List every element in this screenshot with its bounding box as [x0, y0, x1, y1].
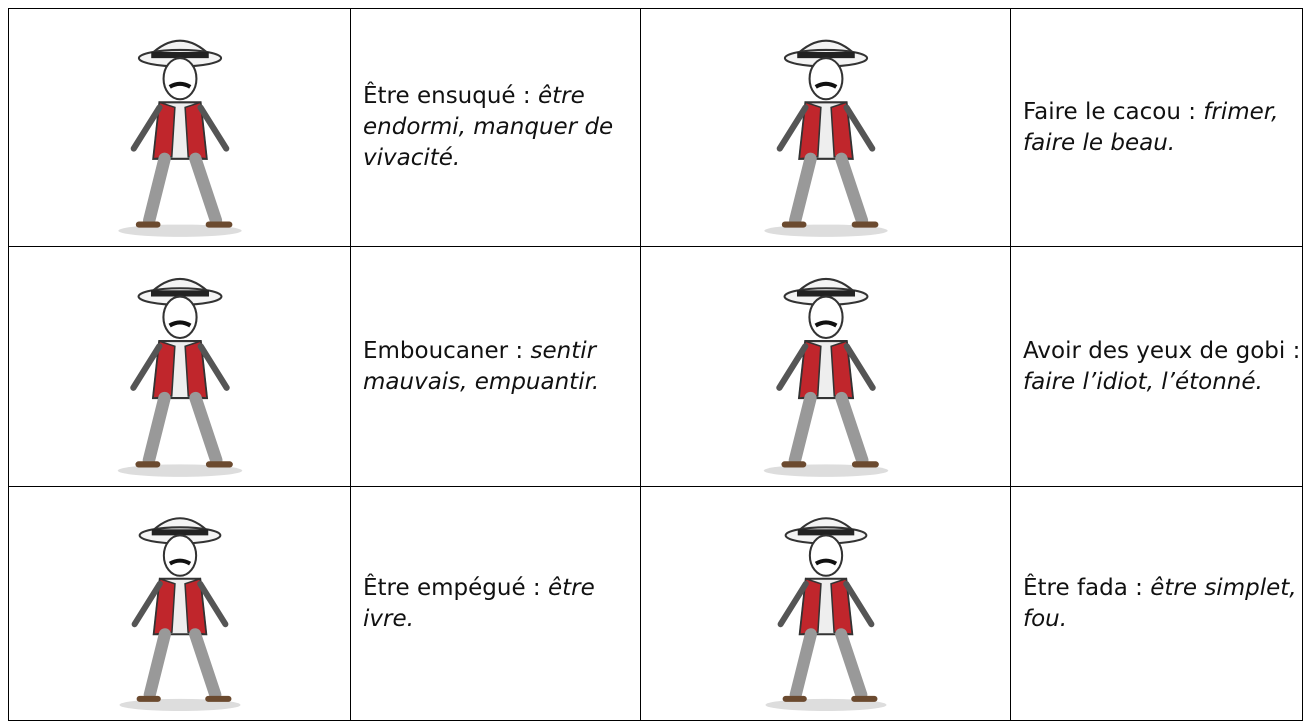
definition: être ivre. — [363, 574, 595, 632]
illustration — [721, 253, 931, 481]
text-cell: Être fada : être simplet, fou. — [1010, 486, 1303, 721]
text-cell: Avoir des yeux de gobi : faire l’idiot, … — [1010, 246, 1303, 487]
term: Faire le cacou : — [1023, 98, 1196, 125]
table-row: Être empégué : être ivre. Être fada : êtr… — [8, 486, 1303, 721]
text-cell: Faire le cacou : frimer, faire le beau. — [1010, 8, 1303, 247]
text-cell: Être empégué : être ivre. — [350, 486, 641, 721]
text-cell: Être ensuqué : être endormi, manquer de … — [350, 8, 641, 247]
illustration — [75, 253, 285, 481]
illustration-cell — [8, 8, 351, 247]
illustration — [75, 493, 285, 715]
definition: être endormi, manquer de vivacité. — [363, 83, 614, 171]
definition: être simplet, fou. — [1023, 574, 1297, 632]
illustration-cell — [640, 486, 1011, 721]
table-row: Emboucaner : sentir mauvais, empuantir. A… — [8, 246, 1303, 487]
term: Avoir des yeux de gobi : — [1023, 337, 1301, 364]
definition: frimer, faire le beau. — [1023, 98, 1279, 156]
term: Emboucaner : — [363, 337, 524, 364]
illustration — [75, 15, 285, 241]
illustration — [721, 15, 931, 241]
definition: faire l’idiot, l’étonné. — [1023, 368, 1263, 395]
term: Être fada : — [1023, 574, 1143, 601]
illustration-cell — [8, 246, 351, 487]
glossary-table: Être ensuqué : être endormi, manquer de … — [8, 8, 1303, 721]
definition: sentir mauvais, empuantir. — [363, 337, 600, 395]
text-cell: Emboucaner : sentir mauvais, empuantir. — [350, 246, 641, 487]
illustration-cell — [640, 246, 1011, 487]
table-body: Être ensuqué : être endormi, manquer de … — [8, 8, 1303, 721]
illustration — [721, 493, 931, 715]
table-row: Être ensuqué : être endormi, manquer de … — [8, 8, 1303, 247]
illustration-cell — [8, 486, 351, 721]
term: Être empégué : — [363, 574, 541, 601]
illustration-cell — [640, 8, 1011, 247]
term: Être ensuqué : — [363, 83, 531, 109]
